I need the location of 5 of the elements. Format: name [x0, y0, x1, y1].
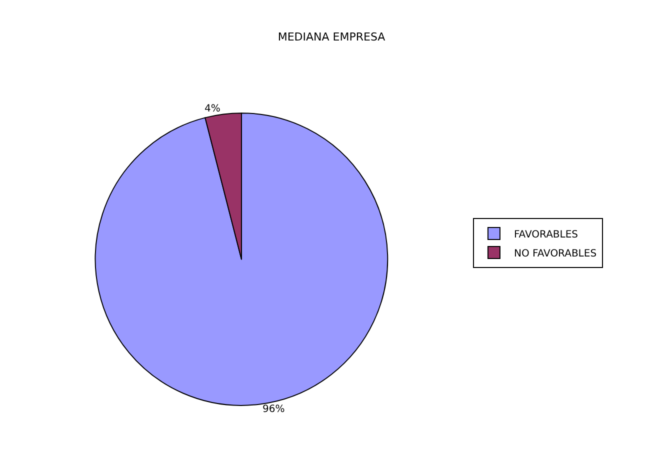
- legend-label: FAVORABLES: [514, 229, 578, 240]
- data-label: 96%: [262, 404, 285, 416]
- legend-label: NO FAVORABLES: [514, 248, 597, 260]
- chart-title: MEDIANA EMPRESA: [278, 30, 386, 44]
- data-label: 4%: [204, 103, 220, 114]
